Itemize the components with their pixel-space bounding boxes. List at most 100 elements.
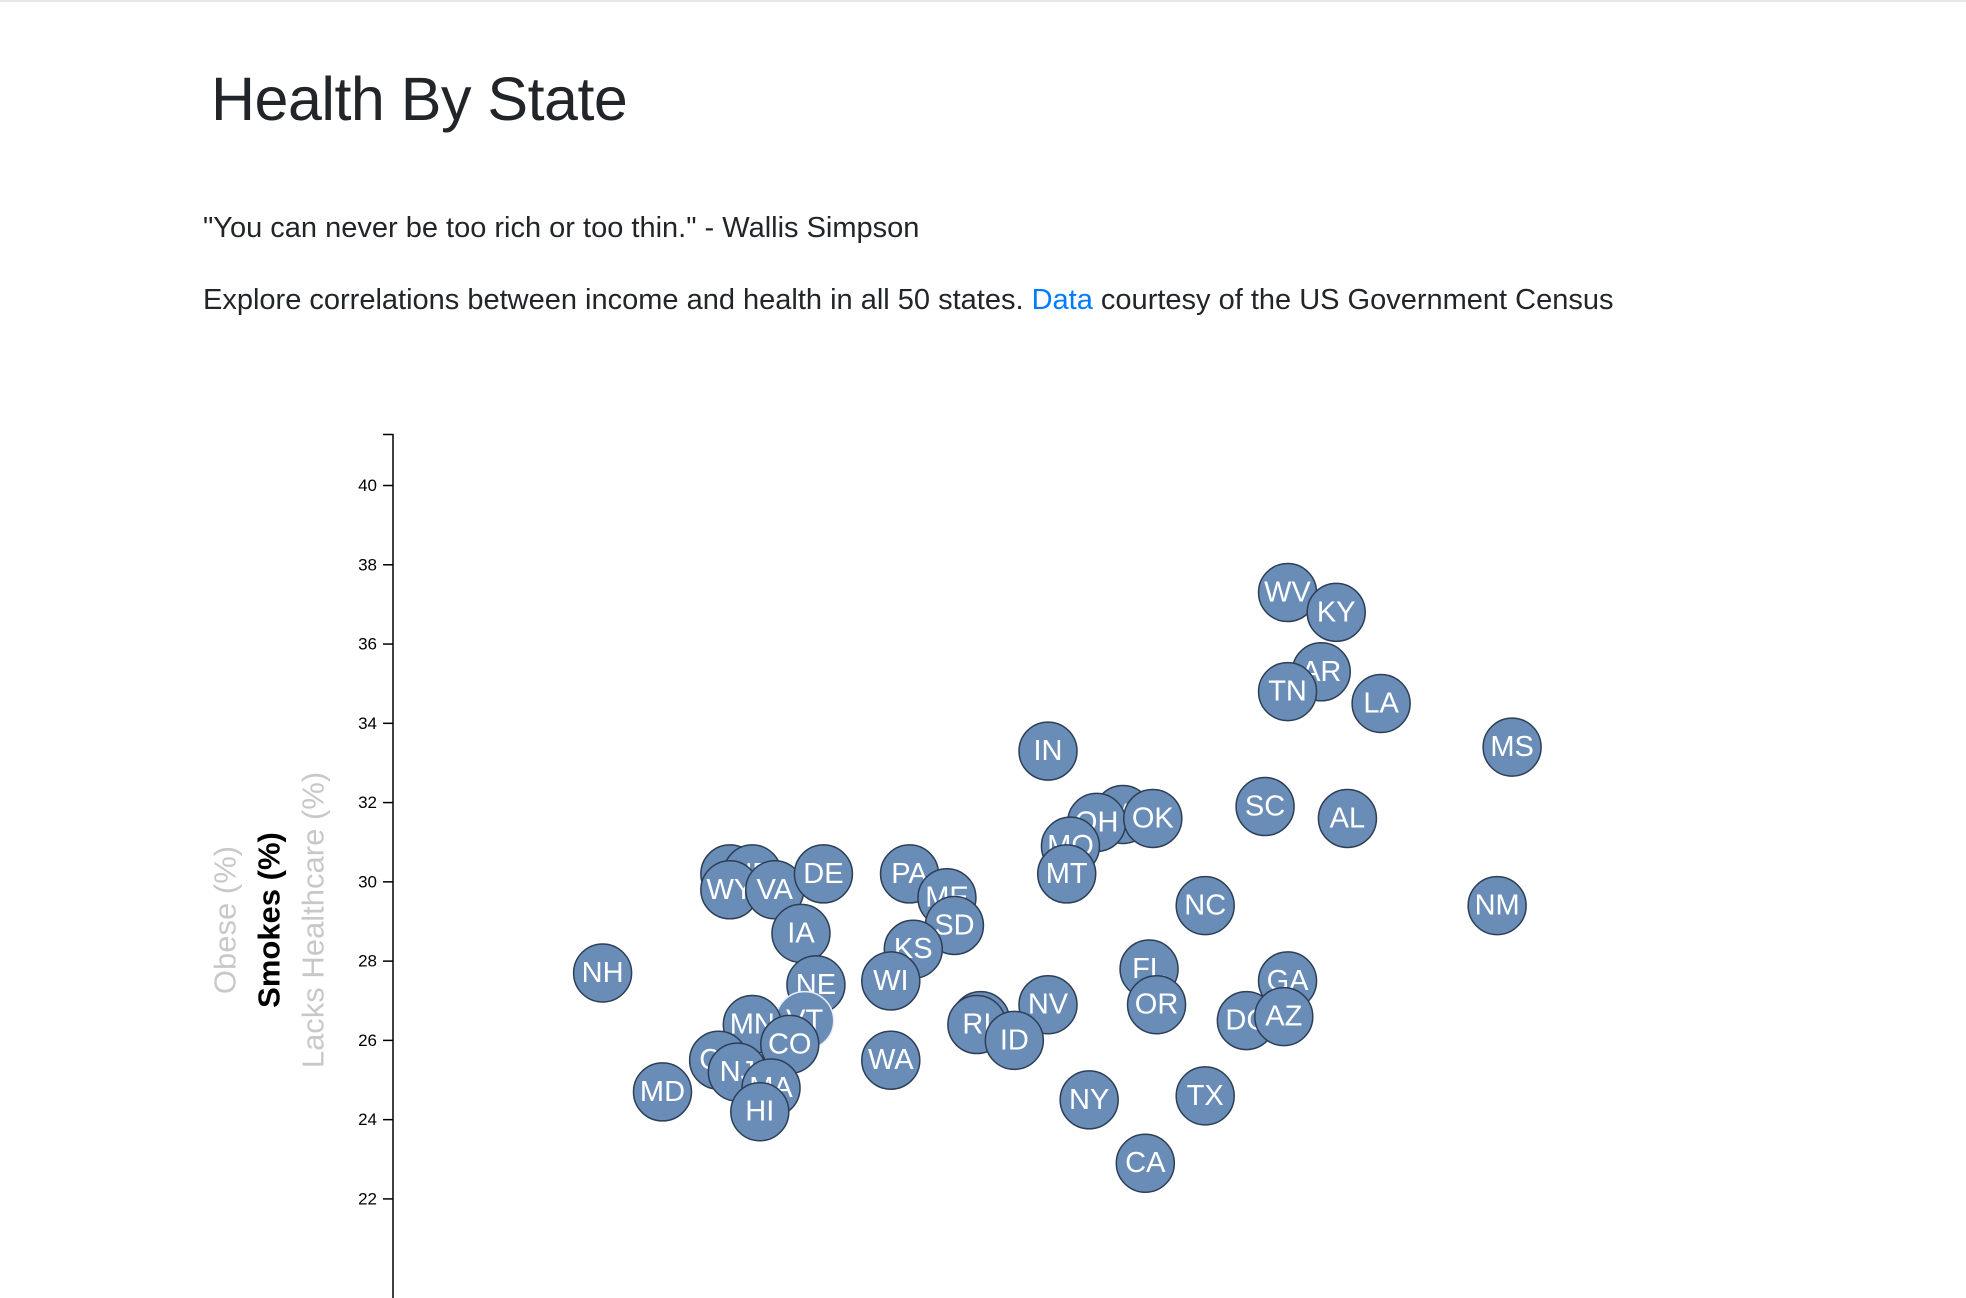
- state-point[interactable]: IA: [771, 903, 831, 964]
- y-axis-label-option[interactable]: Lacks Healthcare (%): [296, 772, 331, 1068]
- state-point[interactable]: WV: [1257, 562, 1318, 623]
- state-circle[interactable]: [1123, 788, 1183, 849]
- state-point[interactable]: KY: [1306, 582, 1366, 643]
- state-abbr-label: OK: [1132, 802, 1175, 834]
- state-point[interactable]: TX: [1175, 1066, 1235, 1126]
- state-abbr-label: HI: [745, 1096, 774, 1128]
- state-point[interactable]: OR: [1126, 974, 1187, 1035]
- state-abbr-label: VA: [756, 874, 793, 906]
- state-point[interactable]: NC: [1175, 875, 1235, 936]
- state-abbr-label: WA: [868, 1044, 914, 1076]
- y-tick-label: 34: [358, 714, 377, 733]
- state-abbr-label: IN: [1034, 735, 1063, 767]
- state-circle[interactable]: [1115, 1133, 1176, 1193]
- state-circle[interactable]: [632, 1062, 693, 1122]
- y-axis-label-option[interactable]: Smokes (%): [252, 832, 287, 1008]
- state-abbr-label: NH: [582, 957, 624, 989]
- state-point[interactable]: NM: [1467, 875, 1527, 936]
- state-abbr-label: TN: [1268, 676, 1307, 708]
- state-abbr-label: NV: [1028, 989, 1069, 1021]
- state-abbr-label: SD: [934, 909, 974, 941]
- state-point[interactable]: CA: [1115, 1133, 1176, 1193]
- state-circle[interactable]: [1467, 875, 1527, 936]
- y-tick-label: 26: [358, 1031, 377, 1050]
- state-point[interactable]: NH: [572, 943, 633, 1003]
- y-axis-label-option[interactable]: Obese (%): [208, 846, 243, 994]
- y-tick-label: 32: [358, 793, 377, 812]
- y-axis: 22 24 26 28 30 32 34 36 38 40: [358, 433, 394, 1298]
- page-title: Health By State: [211, 65, 628, 133]
- y-tick-label: 40: [358, 476, 377, 495]
- y-tick-label: 30: [358, 872, 377, 891]
- data-link[interactable]: Data: [1031, 284, 1093, 316]
- y-tick-label: 38: [358, 555, 377, 574]
- state-abbr-label: ID: [1000, 1024, 1029, 1056]
- state-point[interactable]: SC: [1235, 776, 1295, 837]
- y-axis-line: [383, 433, 394, 1298]
- state-circle[interactable]: [1059, 1070, 1119, 1130]
- state-point[interactable]: WI: [861, 951, 921, 1011]
- state-point[interactable]: VA: [745, 860, 805, 920]
- state-circle[interactable]: [861, 1030, 921, 1090]
- state-circle[interactable]: [1036, 844, 1097, 904]
- state-abbr-label: NM: [1475, 890, 1520, 922]
- state-abbr-label: KY: [1317, 596, 1356, 628]
- y-tick-label: 36: [358, 635, 377, 654]
- state-point[interactable]: AZ: [1254, 986, 1314, 1047]
- state-abbr-label: DE: [803, 858, 843, 890]
- state-abbr-label: MS: [1490, 731, 1534, 763]
- state-circle[interactable]: [1235, 776, 1295, 837]
- state-circle[interactable]: [1351, 673, 1411, 734]
- state-point[interactable]: LA: [1351, 673, 1411, 734]
- state-point[interactable]: MS: [1482, 717, 1542, 777]
- state-circle[interactable]: [861, 951, 921, 1011]
- top-border: [0, 0, 1966, 2]
- state-circle[interactable]: [730, 1081, 790, 1142]
- state-abbr-label: NY: [1069, 1084, 1109, 1116]
- quote-text: "You can never be too rich or too thin."…: [203, 212, 920, 244]
- state-circle[interactable]: [572, 943, 633, 1003]
- state-circle[interactable]: [1317, 788, 1378, 849]
- state-point[interactable]: TN: [1257, 661, 1318, 722]
- state-point[interactable]: MD: [632, 1062, 693, 1122]
- intro-text: Explore correlations between income and …: [203, 284, 1614, 317]
- state-circle[interactable]: [1257, 661, 1318, 722]
- state-abbr-label: OR: [1135, 989, 1179, 1021]
- state-abbr-label: AZ: [1265, 1001, 1302, 1033]
- y-tick-label: 28: [358, 952, 377, 971]
- state-point[interactable]: WA: [861, 1030, 921, 1090]
- state-abbr-label: MT: [1046, 858, 1088, 890]
- state-circle[interactable]: [1018, 721, 1078, 781]
- state-abbr-label: LA: [1363, 688, 1399, 720]
- y-tick-label: 22: [358, 1189, 377, 1208]
- state-circle[interactable]: [1175, 1066, 1235, 1126]
- state-point[interactable]: MT: [1036, 844, 1097, 904]
- state-circle[interactable]: [1175, 875, 1235, 936]
- state-point[interactable]: OK: [1123, 788, 1183, 849]
- state-circle[interactable]: [1482, 717, 1542, 777]
- state-circle[interactable]: [793, 844, 854, 904]
- y-axis-labels: Obese (%) Smokes (%) Lacks Healthcare (%): [208, 772, 331, 1068]
- state-abbr-label: WI: [873, 965, 908, 997]
- intro-text-start: Explore correlations between income and …: [203, 284, 1032, 316]
- scatter-points: WVKYARTNLAMSINSCALMIOHOKMOMTAKNDWYVADEPA…: [572, 562, 1542, 1193]
- state-point[interactable]: AL: [1317, 788, 1378, 849]
- state-circle[interactable]: [1254, 986, 1314, 1047]
- state-point[interactable]: ID: [984, 1010, 1045, 1071]
- state-point[interactable]: NY: [1059, 1070, 1119, 1130]
- state-abbr-label: MD: [640, 1076, 685, 1108]
- state-circle[interactable]: [1306, 582, 1366, 643]
- state-abbr-label: CA: [1125, 1147, 1166, 1179]
- state-abbr-label: IA: [787, 917, 815, 949]
- intro-text-end: courtesy of the US Government Census: [1092, 284, 1614, 316]
- state-circle[interactable]: [984, 1010, 1045, 1071]
- state-abbr-label: NC: [1184, 890, 1226, 922]
- y-tick-label: 24: [358, 1110, 377, 1129]
- state-point[interactable]: HI: [730, 1081, 790, 1142]
- state-circle[interactable]: [1126, 974, 1187, 1035]
- state-point[interactable]: NV: [1018, 974, 1078, 1035]
- state-point[interactable]: IN: [1018, 721, 1078, 781]
- state-point[interactable]: DE: [793, 844, 854, 904]
- scatter-chart: Obese (%) Smokes (%) Lacks Healthcare (%) …: [208, 433, 1542, 1298]
- state-abbr-label: WV: [1264, 577, 1311, 609]
